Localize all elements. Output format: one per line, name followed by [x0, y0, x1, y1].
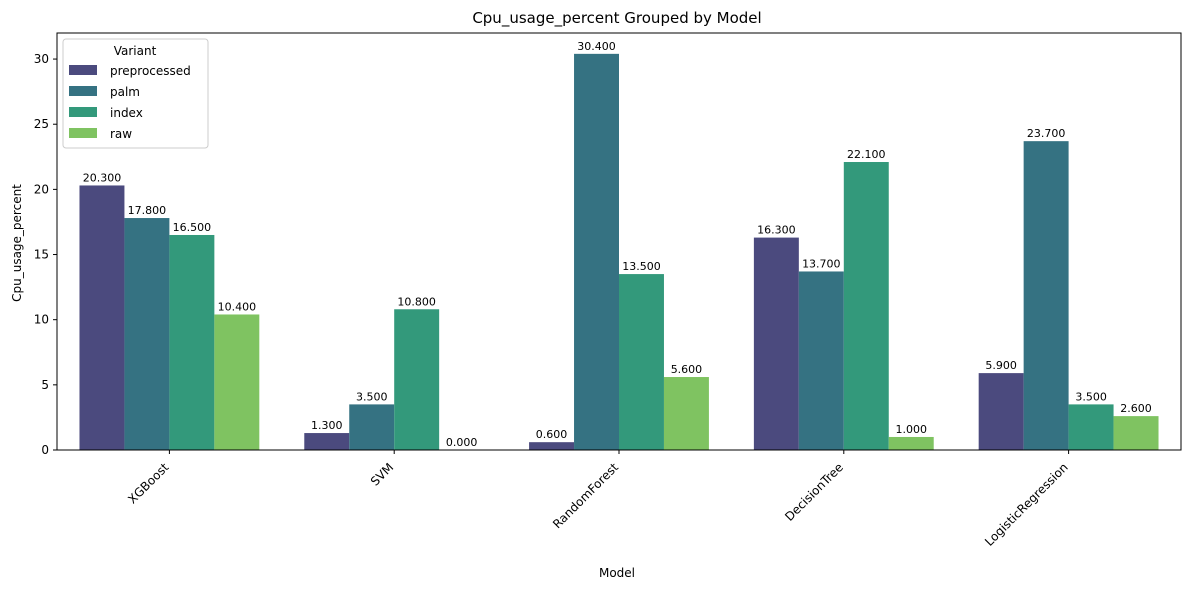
- data-label: 3.500: [1075, 390, 1107, 403]
- x-tick-label: SVM: [368, 460, 396, 488]
- data-label: 0.000: [446, 436, 478, 449]
- data-label: 13.700: [802, 257, 841, 270]
- bar: [663, 377, 709, 450]
- legend-swatch: [69, 128, 97, 138]
- legend-entry: preprocessed: [110, 64, 191, 78]
- bar: [753, 237, 799, 450]
- bar: [888, 436, 934, 450]
- legend-entry: palm: [110, 85, 140, 99]
- data-label: 16.300: [757, 224, 796, 237]
- bar: [1113, 416, 1159, 450]
- data-label: 22.100: [847, 148, 886, 161]
- y-tick-label: 15: [34, 248, 49, 262]
- data-label: 10.400: [218, 300, 257, 313]
- data-label: 2.600: [1120, 402, 1152, 415]
- legend-title: Variant: [114, 44, 157, 58]
- bar: [529, 442, 575, 450]
- x-tick-label: LogisticRegression: [982, 460, 1071, 549]
- y-tick-label: 0: [41, 443, 49, 457]
- x-axis-label: Model: [599, 566, 635, 580]
- y-tick-label: 10: [34, 313, 49, 327]
- legend-swatch: [69, 65, 97, 75]
- chart-title: Cpu_usage_percent Grouped by Model: [472, 9, 761, 28]
- data-label: 1.300: [311, 419, 343, 432]
- bar: [169, 234, 215, 450]
- data-label: 0.600: [536, 428, 568, 441]
- bar: [1023, 141, 1069, 451]
- bar: [394, 309, 440, 450]
- data-label: 10.800: [397, 295, 436, 308]
- bar: [843, 162, 889, 450]
- legend-entry: index: [110, 106, 143, 120]
- x-tick-label: DecisionTree: [782, 460, 846, 524]
- x-tick-label: XGBoost: [125, 460, 171, 506]
- bar: [619, 274, 664, 450]
- legend: Variant preprocessed palm index raw: [62, 38, 209, 149]
- y-tick-label: 20: [34, 182, 49, 196]
- bar: [79, 185, 125, 450]
- data-label: 1.000: [895, 423, 927, 436]
- bar: [798, 271, 844, 450]
- data-label: 5.900: [985, 359, 1017, 372]
- legend-swatch: [69, 86, 97, 96]
- data-label: 13.500: [622, 260, 661, 273]
- data-label: 23.700: [1027, 127, 1066, 140]
- bar: [1068, 404, 1114, 450]
- bar: [214, 314, 260, 450]
- data-label: 30.400: [577, 40, 616, 53]
- x-tick-label: RandomForest: [550, 460, 621, 531]
- data-label: 5.600: [671, 363, 703, 376]
- bar: [349, 404, 395, 450]
- bar: [124, 218, 170, 450]
- y-axis-label: Cpu_usage_percent: [10, 184, 24, 302]
- data-label: 16.500: [173, 221, 212, 234]
- bar: [574, 53, 619, 450]
- data-label: 17.800: [128, 204, 167, 217]
- data-label: 20.300: [83, 171, 122, 184]
- plot-frame: [56, 32, 1182, 451]
- y-tick-label: 30: [34, 52, 49, 66]
- bar: [304, 433, 350, 450]
- y-tick-label: 5: [41, 378, 49, 392]
- y-tick-label: 25: [34, 117, 49, 131]
- bar: [978, 373, 1024, 450]
- legend-swatch: [69, 107, 97, 117]
- legend-frame: [62, 38, 209, 149]
- legend-entry: raw: [110, 127, 132, 141]
- data-label: 3.500: [356, 390, 388, 403]
